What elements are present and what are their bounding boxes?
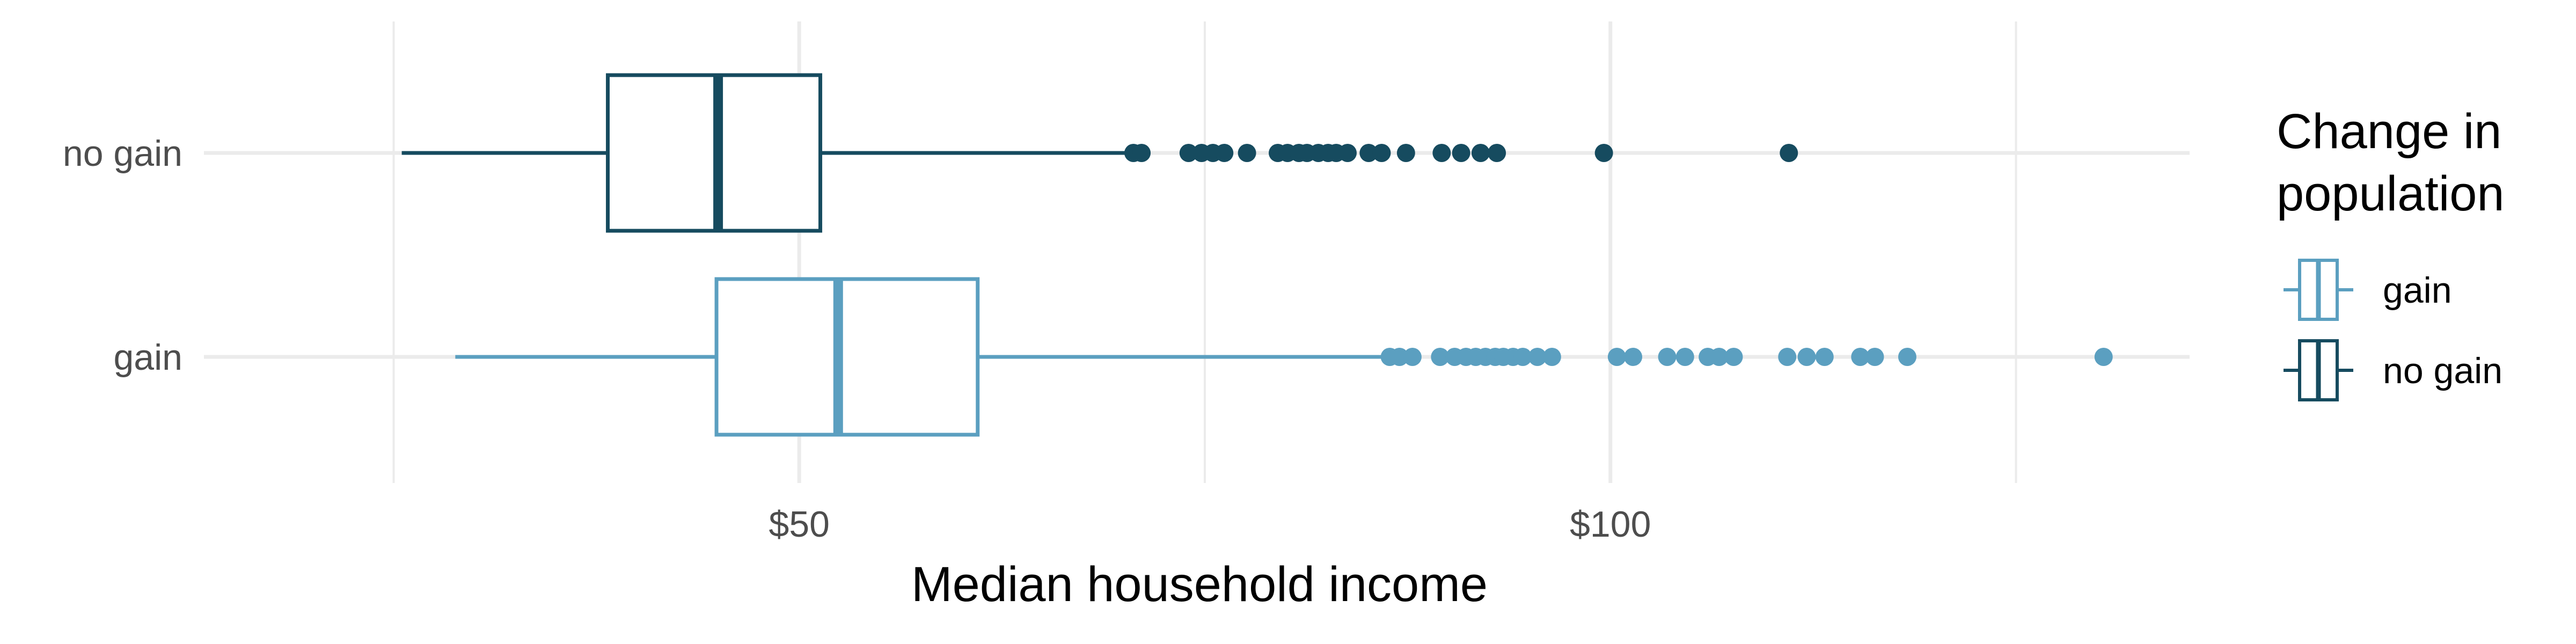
outlier-point [1594, 144, 1613, 162]
y-category-label: gain [113, 337, 182, 378]
outlier-point [1780, 144, 1798, 162]
box-gain [455, 277, 2113, 437]
x-tick-label: $100 [1570, 504, 1651, 545]
legend-key-gain: gain [2284, 259, 2452, 321]
outlier-point [1724, 348, 1743, 366]
grid [204, 21, 2190, 483]
boxes [401, 73, 2113, 437]
box-iqr [714, 277, 980, 437]
legend-title-line-1: Change in [2277, 104, 2501, 159]
outlier-point [1624, 348, 1643, 366]
outlier-point [1528, 348, 1547, 366]
outlier-point [1797, 348, 1816, 366]
x-tick-label: $50 [769, 504, 830, 545]
outlier-point [1372, 144, 1391, 162]
outlier-point [1865, 348, 1884, 366]
outlier-point [1658, 348, 1677, 366]
outlier-point [1432, 144, 1451, 162]
outlier-point [1403, 348, 1422, 366]
outlier-point [1452, 144, 1470, 162]
outlier-point [1488, 144, 1506, 162]
outlier-point [1851, 348, 1870, 366]
outlier-point [1675, 348, 1694, 366]
outlier-point [1359, 144, 1378, 162]
outlier-point [1215, 144, 1234, 162]
outlier-point [1513, 348, 1532, 366]
outlier-point [2094, 348, 2113, 366]
legend-title-line-2: population [2277, 166, 2505, 221]
box-no-gain [401, 73, 1798, 233]
outlier-point [1238, 144, 1256, 162]
legend-label: no gain [2383, 350, 2502, 391]
outlier-point [1179, 144, 1198, 162]
outlier-point [1471, 144, 1490, 162]
outlier-point [1607, 348, 1626, 366]
outlier-point [1431, 348, 1450, 366]
legend: Change in population gain no gain [2277, 104, 2505, 401]
outlier-point [1132, 144, 1151, 162]
outlier-point [1815, 348, 1834, 366]
outlier-point [1778, 348, 1797, 366]
y-axis-category-labels: no gain gain [63, 133, 182, 378]
legend-label: gain [2383, 270, 2452, 311]
y-category-label: no gain [63, 133, 182, 174]
outlier-point [1338, 144, 1357, 162]
outlier-point [1710, 348, 1729, 366]
outlier-point [1542, 348, 1561, 366]
x-axis-tick-labels: $50 $100 [769, 504, 1651, 545]
outlier-point [1390, 348, 1409, 366]
outlier-point [1898, 348, 1916, 366]
x-axis-title: Median household income [911, 557, 1488, 612]
outlier-point [1396, 144, 1415, 162]
legend-key-no-gain: no gain [2284, 339, 2502, 401]
